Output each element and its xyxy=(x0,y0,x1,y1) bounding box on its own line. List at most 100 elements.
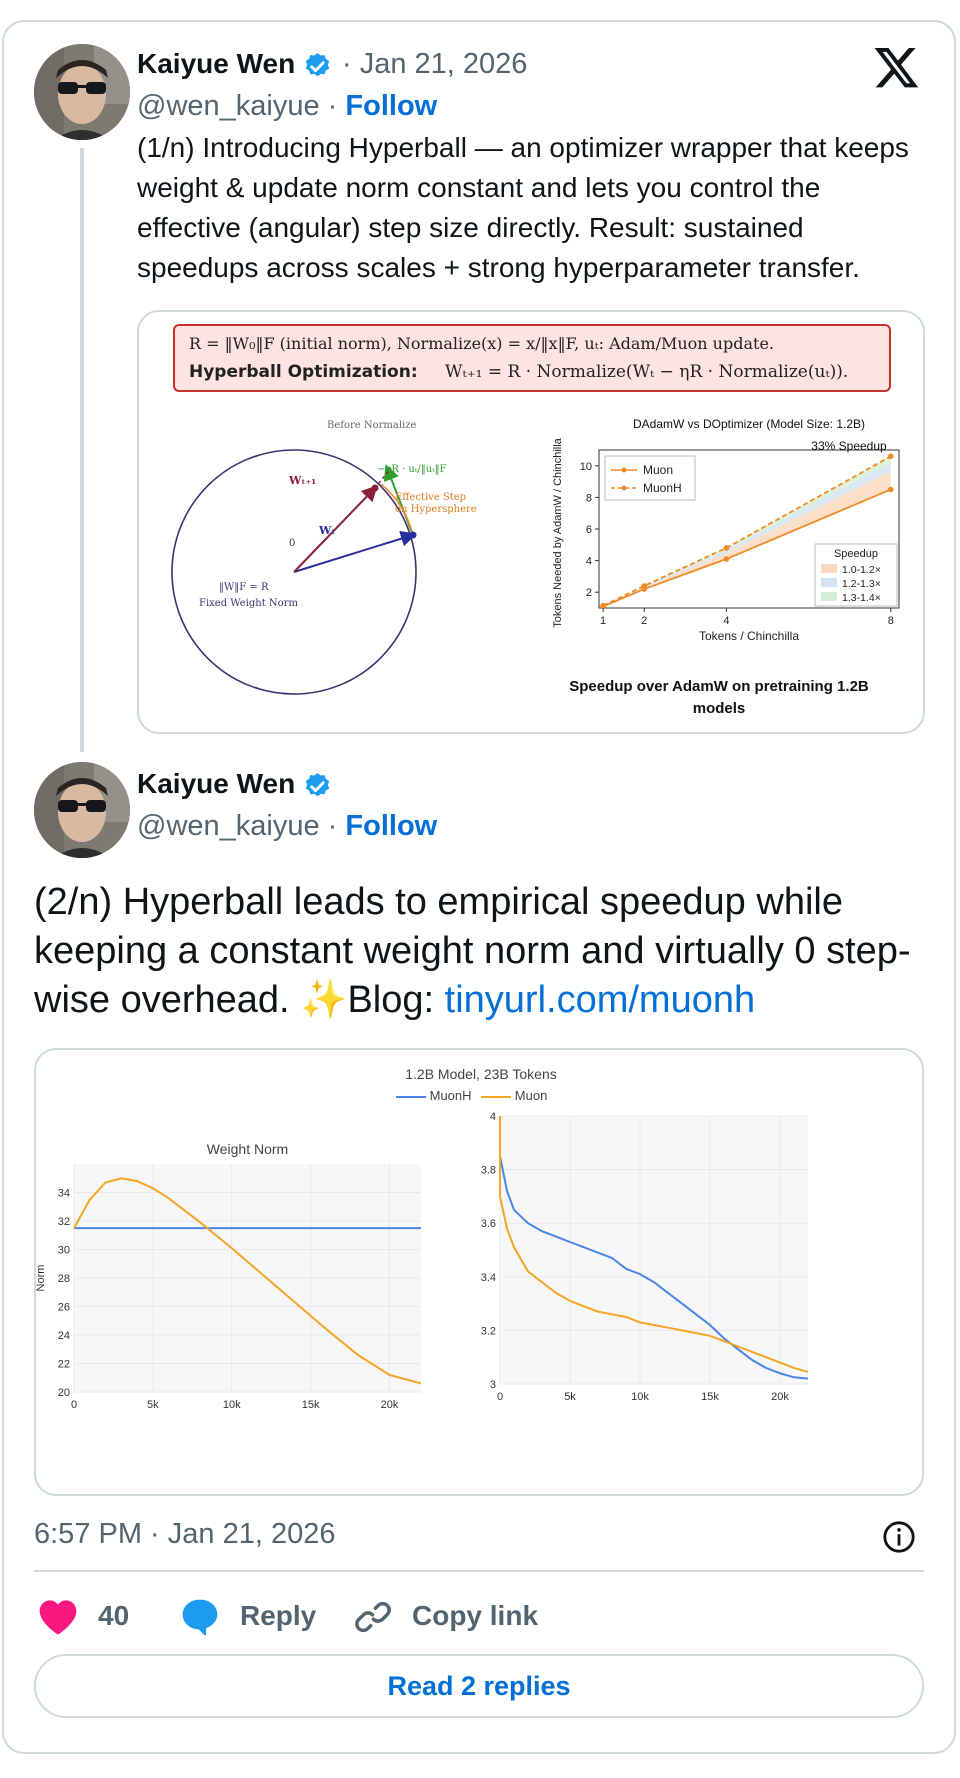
copy-link-button[interactable]: Copy link xyxy=(412,1600,539,1631)
separator-dot: · xyxy=(327,810,338,842)
fixed-norm-label: Fixed Weight Norm xyxy=(199,598,298,609)
y-tick-label: 3.4 xyxy=(481,1272,496,1284)
data-point xyxy=(641,583,648,589)
y-tick-label: 3.2 xyxy=(481,1325,496,1337)
band-legend-swatch xyxy=(821,578,837,587)
chart-title: DAdamW vs DOptimizer (Model Size: 1.2B) xyxy=(633,417,865,431)
y-axis-label: Norm xyxy=(36,1265,47,1292)
caption-line-2: models xyxy=(692,700,746,717)
figure-caption: Speedup over AdamW on pretraining 1.2B m… xyxy=(529,676,909,720)
series-line-muon xyxy=(602,488,892,608)
formula-box: R = ‖W₀‖F (initial norm), Normalize(x) =… xyxy=(173,324,891,392)
link-icon[interactable] xyxy=(354,1598,392,1636)
x-tick-label: 4 xyxy=(723,615,729,627)
read-replies-button[interactable]: Read 2 replies xyxy=(34,1654,924,1718)
plot-area xyxy=(500,1116,808,1384)
y-tick-label: 22 xyxy=(58,1359,70,1371)
subplot-title: Weight Norm xyxy=(207,1141,288,1157)
like-count[interactable]: 40 xyxy=(98,1600,130,1631)
y-tick-label: 28 xyxy=(58,1273,70,1285)
x-tick-label: 5k xyxy=(147,1399,159,1411)
legend-label-muon: Muon xyxy=(514,1088,548,1103)
x-axis-label: Tokens / Chinchilla xyxy=(699,629,799,643)
formula-line-1: R = ‖W₀‖F (initial norm), Normalize(x) =… xyxy=(189,334,774,353)
y-tick-label: 3.6 xyxy=(481,1218,496,1230)
blog-link[interactable]: tinyurl.com/muonh xyxy=(444,979,756,1021)
series-legend-marker xyxy=(621,467,627,473)
heart-icon[interactable] xyxy=(38,1598,78,1636)
x-tick-label: 1 xyxy=(600,615,606,627)
footer-divider xyxy=(34,1570,924,1572)
data-point xyxy=(887,453,894,460)
y-tick-label: 24 xyxy=(58,1330,70,1342)
band-legend-swatch xyxy=(821,592,837,601)
tweet-timestamp[interactable]: 6:57 PM · Jan 21, 2026 xyxy=(34,1518,336,1550)
y-tick-label: 3 xyxy=(490,1379,496,1391)
y-tick-label: 8 xyxy=(586,492,592,504)
follow-button[interactable]: Follow xyxy=(345,810,438,842)
y-tick-label: 10 xyxy=(580,461,592,473)
x-tick-label: 0 xyxy=(71,1399,77,1411)
series-legend-box xyxy=(604,455,696,501)
x-tick-label: 15k xyxy=(302,1399,320,1411)
tweet-image[interactable]: R = ‖W₀‖F (initial norm), Normalize(x) =… xyxy=(137,310,925,734)
w-next-label: Wₜ₊₁ xyxy=(289,474,317,487)
hypersphere-diagram xyxy=(171,449,417,695)
legend-swatch-muonh xyxy=(396,1095,426,1098)
chart-legend: MuonH Muon xyxy=(396,1088,547,1103)
x-tick-label: 5k xyxy=(564,1391,576,1403)
author-name[interactable]: Kaiyue Wen xyxy=(137,768,296,799)
legend-label-muonh: MuonH xyxy=(429,1088,472,1103)
band-legend-title: Speedup xyxy=(834,548,878,560)
band-legend-label: 1.3-1.4× xyxy=(842,592,881,604)
series-legend-label: MuonH xyxy=(643,481,682,495)
x-tick-label: 0 xyxy=(497,1391,503,1403)
tweet-text: (1/n) Introducing Hyperball — an optimiz… xyxy=(137,132,909,283)
y-tick-label: 2 xyxy=(586,587,592,599)
avatar[interactable] xyxy=(34,44,130,140)
data-point xyxy=(887,486,894,493)
data-point xyxy=(723,545,730,551)
norm-equation: ‖W‖F = R xyxy=(219,582,269,593)
before-normalize-label: Before Normalize xyxy=(327,420,417,431)
band-legend-label: 1.0-1.2× xyxy=(842,564,881,576)
y-tick-label: 34 xyxy=(58,1188,70,1200)
reply-bubble-icon[interactable] xyxy=(180,1598,220,1636)
author-handle[interactable]: @wen_kaiyue xyxy=(137,810,320,842)
handle-row: @wen_kaiyue · Follow xyxy=(137,810,437,843)
y-tick-label: 30 xyxy=(58,1245,70,1257)
series-legend-marker xyxy=(621,485,627,491)
verified-badge-icon xyxy=(305,772,330,797)
x-tick-label: 20k xyxy=(771,1391,789,1403)
eval-loss-chart: 3 3.2 3.4 3.6 3.8 4 0 5k 10k 15k 20k Evaluation Los… xyxy=(481,1106,809,1403)
avatar[interactable] xyxy=(34,762,130,858)
origin-label: 0 xyxy=(289,538,296,549)
tweet-body: (2/n) Hyperball leads to empirical speed… xyxy=(34,881,911,1021)
tweet-image[interactable]: 1.2B Model, 23B Tokens MuonH Muon 20 22 24… xyxy=(34,1048,924,1496)
reply-button[interactable]: Reply xyxy=(240,1600,317,1631)
data-point xyxy=(723,556,730,562)
x-logo-icon[interactable] xyxy=(874,48,920,90)
info-icon[interactable] xyxy=(882,1520,916,1554)
formula-label: Hyperball Optimization: xyxy=(189,362,418,382)
chart-suptitle: 1.2B Model, 23B Tokens xyxy=(405,1066,557,1082)
separator-dot: · xyxy=(327,90,338,122)
series-line-muonh xyxy=(602,455,892,607)
tweet-date[interactable]: · Jan 21, 2026 xyxy=(342,48,528,80)
follow-button[interactable]: Follow xyxy=(345,90,438,122)
y-tick-label: 32 xyxy=(58,1216,70,1228)
band-legend-label: 1.2-1.3× xyxy=(842,578,881,590)
author-name[interactable]: Kaiyue Wen xyxy=(137,48,296,79)
effective-step-label-1: Effective Step xyxy=(395,492,467,503)
thread-connector xyxy=(80,148,84,752)
data-point xyxy=(600,602,606,609)
series-line-muonh xyxy=(499,1116,809,1380)
author-handle[interactable]: @wen_kaiyue xyxy=(137,90,320,122)
subplot-title: Evaluation Loss xyxy=(605,1106,704,1109)
x-tick-label: 10k xyxy=(631,1391,649,1403)
y-tick-label: 4 xyxy=(490,1111,496,1123)
x-tick-label: 20k xyxy=(381,1399,399,1411)
effective-step-label-2: on Hypersphere xyxy=(395,504,477,515)
verified-badge-icon xyxy=(305,52,330,77)
speedup-annotation: 33% Speedup xyxy=(811,439,887,453)
